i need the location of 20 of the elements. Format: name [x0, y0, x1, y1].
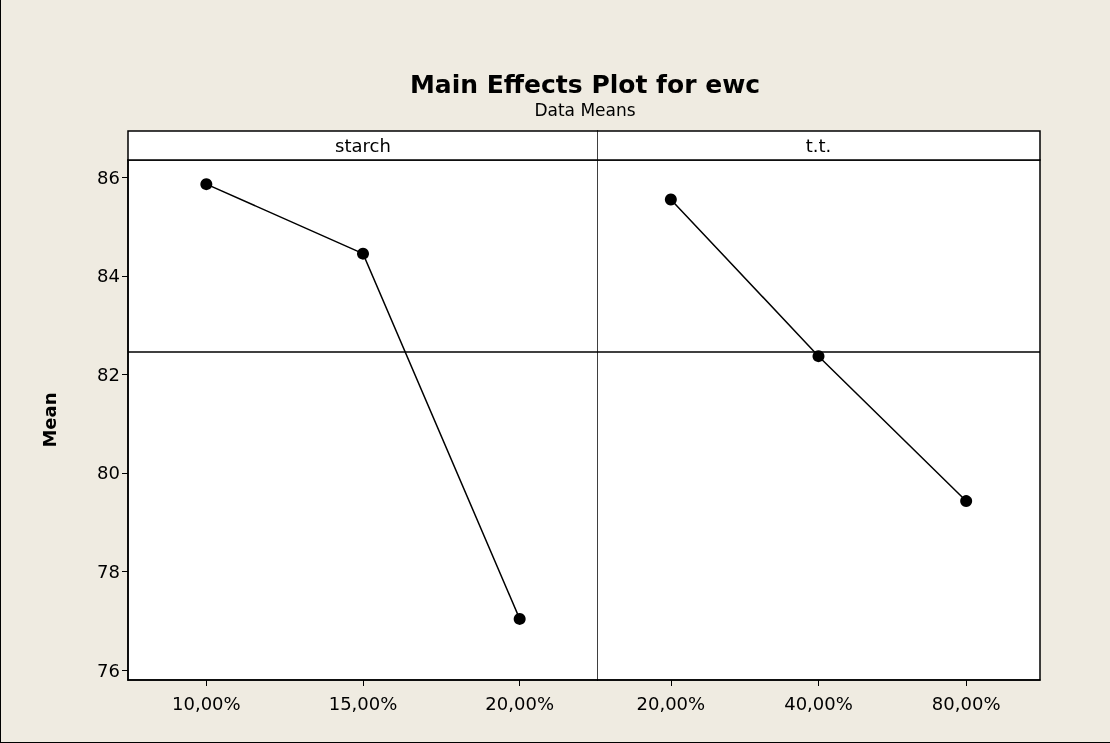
y-tick-label: 76	[97, 659, 120, 681]
y-tick-label: 80	[97, 462, 120, 484]
chart-subtitle: Data Means	[533, 100, 637, 120]
x-axis-title: starch	[335, 135, 391, 156]
x-axis-title: t.t.	[805, 135, 832, 156]
x-tick-label: 80,00%	[931, 692, 1001, 714]
y-tick-label: 78	[97, 561, 120, 583]
x-tick-label: 15,00%	[328, 692, 398, 714]
point	[357, 247, 369, 260]
x-tick-label: 20,00%	[636, 692, 706, 714]
x-tick-label: 10,00%	[172, 692, 241, 714]
point	[200, 178, 213, 191]
x-tick-label: 20,00%	[485, 692, 554, 714]
x-tick-label: 40,00%	[784, 692, 853, 714]
y-axis-title: Mean	[38, 392, 60, 448]
y-tick-label: 82	[97, 363, 120, 385]
y-tick-label: 84	[97, 265, 120, 287]
y-tick-label: 86	[97, 166, 120, 188]
point	[513, 612, 526, 625]
chart-title: Main Effects Plot for ewc	[408, 70, 762, 99]
